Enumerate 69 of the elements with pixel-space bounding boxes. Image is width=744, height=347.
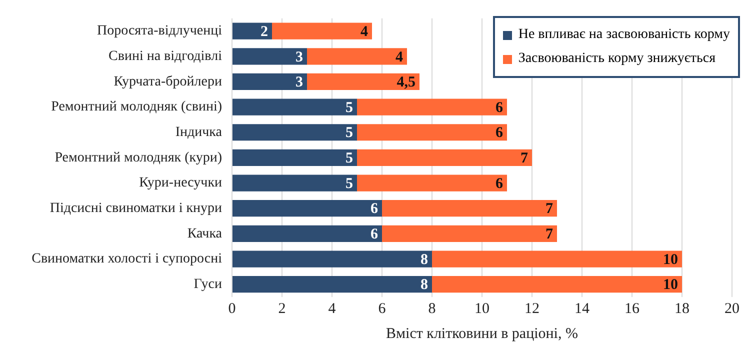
data-label: 5 (346, 125, 353, 142)
data-label: 4,5 (396, 74, 416, 91)
bar (272, 22, 372, 40)
x-axis-title: Вміст клітковини в раціоні, % (386, 326, 578, 342)
bar (357, 124, 507, 141)
x-tick-label: 14 (574, 300, 590, 317)
bar (232, 124, 357, 141)
legend-label: Засвоюваність корму знижується (518, 50, 716, 68)
y-tick-label: Поросята-відлученці (96, 24, 222, 39)
y-tick-label: Курчата-бройлери (114, 74, 222, 90)
bar (357, 149, 532, 166)
bar (232, 73, 307, 90)
data-label: 7 (520, 150, 528, 167)
y-tick-label: Підсисні свиноматки і кнури (50, 201, 223, 216)
x-tick-label: 4 (328, 300, 336, 317)
x-tick-label: 10 (474, 300, 490, 317)
data-label: 5 (346, 150, 353, 167)
bar (307, 48, 407, 65)
data-label: 7 (546, 201, 554, 218)
bar (232, 22, 272, 40)
x-tick-label: 6 (378, 300, 386, 317)
data-label: 7 (546, 226, 554, 243)
data-label: 3 (296, 49, 303, 66)
bar (382, 200, 557, 217)
x-tick-label: 12 (524, 300, 540, 317)
y-tick-label: Ремонтний молодняк (кури) (54, 150, 222, 166)
data-label: 10 (663, 277, 678, 294)
x-tick-label: 16 (624, 300, 640, 317)
bar (357, 98, 507, 116)
bar (307, 73, 420, 90)
data-label: 3 (296, 74, 303, 91)
bar (432, 276, 682, 293)
bar (232, 149, 357, 166)
y-tick-label: Качка (187, 226, 223, 242)
bar (232, 276, 432, 293)
bar (432, 250, 682, 268)
y-tick-label: Свині на відгодівлі (108, 49, 222, 64)
bar (232, 98, 357, 116)
x-tick-label: 8 (428, 300, 436, 317)
x-tick-label: 0 (228, 300, 236, 317)
bar (382, 225, 557, 242)
x-tick-label: 20 (724, 300, 740, 317)
bar (232, 48, 307, 65)
data-label: 5 (346, 100, 353, 116)
bar (232, 250, 432, 268)
data-label: 6 (496, 176, 504, 192)
data-label: 8 (420, 277, 428, 294)
y-tick-label: Гуси (194, 277, 222, 292)
data-label: 5 (346, 176, 353, 192)
y-tick-label: Кури-несучки (139, 176, 223, 191)
y-tick-label: Індичка (175, 125, 223, 140)
x-tick-label: 2 (278, 300, 286, 317)
data-label: 6 (496, 100, 504, 116)
data-label: 4 (360, 24, 368, 40)
legend-label: Не впливає на засвоюваність корму (518, 26, 730, 44)
data-label: 6 (370, 201, 378, 218)
data-label: 8 (420, 252, 428, 268)
bar (232, 174, 357, 192)
data-label: 4 (396, 49, 404, 66)
bar (357, 174, 507, 192)
bar (232, 225, 382, 242)
x-tick-label: 18 (674, 300, 690, 317)
data-label: 6 (370, 226, 378, 243)
data-label: 2 (260, 24, 268, 40)
data-label: 6 (496, 125, 504, 142)
y-tick-label: Ремонтний молодняк (свині) (51, 100, 222, 115)
data-label: 10 (663, 252, 678, 268)
bar (232, 200, 382, 217)
y-tick-label: Свиноматки холості і супоросні (32, 252, 222, 267)
